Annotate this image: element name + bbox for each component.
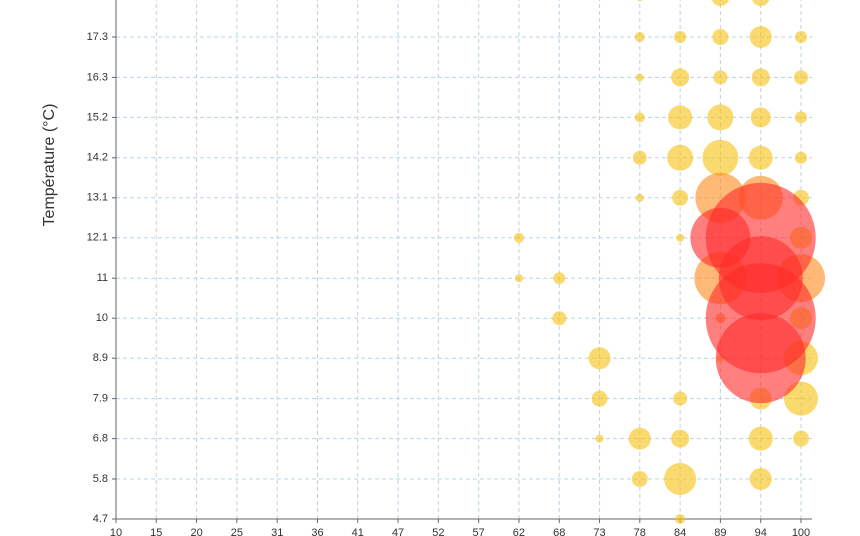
y-axis-label: Température (°C) [41, 104, 58, 227]
x-tick-label: 25 [231, 527, 243, 536]
x-tick-label: 89 [714, 527, 726, 536]
bubble [751, 68, 770, 87]
bubble [588, 347, 611, 370]
x-tick-label: 47 [392, 527, 404, 536]
x-tick-label: 36 [311, 527, 323, 536]
x-tick-label: 78 [634, 527, 646, 536]
x-tick-label: 52 [432, 527, 444, 536]
bubble [674, 31, 687, 44]
bubble [676, 233, 685, 242]
x-tick-label: 20 [190, 527, 202, 536]
x-tick-label: 84 [674, 527, 686, 536]
bubble [795, 151, 807, 164]
bubble [748, 145, 773, 170]
y-tick-label: 12.1 [87, 232, 108, 244]
y-tick-label: 6.8 [93, 433, 108, 445]
bubble [634, 112, 645, 123]
y-tick-label: 17.3 [87, 31, 108, 43]
bubble [707, 104, 734, 131]
bubble [750, 107, 771, 128]
x-tick-label: 15 [150, 527, 162, 536]
bubble [794, 70, 808, 85]
x-tick-label: 62 [513, 527, 525, 536]
bubble [671, 429, 690, 448]
bubble [553, 272, 566, 285]
bubble [672, 189, 689, 206]
bubble [711, 0, 729, 6]
bubble [784, 381, 818, 416]
x-tick-label: 68 [553, 527, 565, 536]
bubble [702, 139, 739, 176]
bubble [668, 105, 693, 130]
bubble [635, 193, 644, 202]
bubble [712, 29, 729, 46]
x-tick-label: 73 [593, 527, 605, 536]
bubble [595, 434, 604, 443]
bubble [748, 426, 773, 451]
bubble [749, 26, 772, 49]
bubble [637, 0, 643, 1]
bubble [675, 514, 686, 524]
bubble [628, 427, 651, 450]
x-tick-label: 10 [110, 527, 122, 536]
x-tick-label: 100 [792, 527, 810, 536]
y-tick-label: 10 [96, 312, 108, 324]
bubble [795, 111, 807, 124]
x-tick-label: 94 [755, 527, 767, 536]
bubble [635, 73, 644, 82]
y-tick-label: 13.1 [87, 192, 108, 204]
bubble [664, 462, 697, 495]
bubble [673, 391, 688, 406]
bubble [671, 68, 690, 87]
bubble [795, 31, 807, 44]
x-tick-label: 57 [473, 527, 485, 536]
bubble [749, 467, 772, 490]
x-tick-label: 31 [271, 527, 283, 536]
y-tick-label: 14.2 [87, 152, 108, 164]
x-tick-label: 41 [352, 527, 364, 536]
bubble [793, 430, 809, 447]
y-tick-label: 11 [97, 272, 108, 284]
bubble [591, 390, 608, 407]
bubble [552, 311, 567, 326]
y-tick-label: 8.9 [93, 352, 108, 364]
y-tick-label: 18.4 [87, 0, 108, 3]
bubble [752, 0, 770, 6]
bubble [631, 470, 648, 487]
bubble [513, 232, 524, 243]
y-tick-label: 7.9 [93, 393, 108, 405]
bubble [667, 144, 694, 171]
y-tick-label: 5.8 [93, 473, 108, 485]
y-tick-label: 16.3 [87, 71, 108, 83]
bubble [514, 274, 523, 283]
y-tick-label: 15.2 [87, 111, 108, 123]
bubble [713, 70, 728, 85]
bubble [634, 32, 645, 43]
bubble [632, 150, 647, 165]
bubble [715, 313, 806, 404]
y-tick-label: 4.7 [93, 513, 108, 525]
